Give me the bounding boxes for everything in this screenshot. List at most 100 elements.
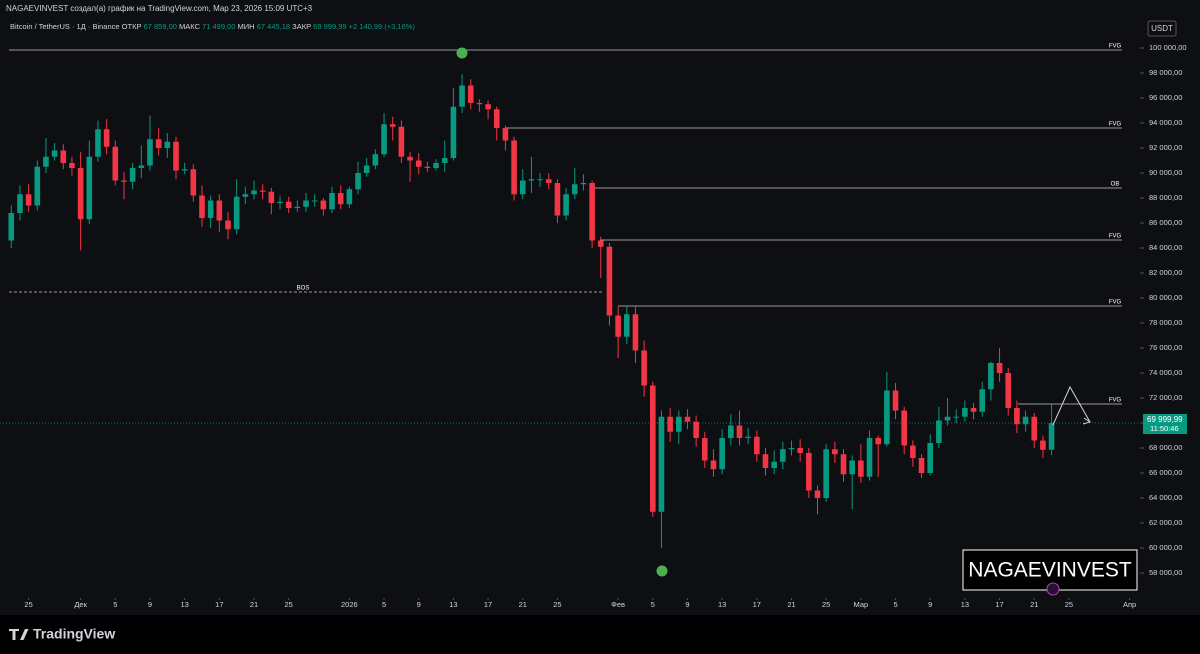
x-tick-label: 9: [417, 600, 421, 609]
candle-body: [259, 190, 266, 192]
candle-body: [970, 408, 977, 412]
candle-body: [988, 363, 994, 390]
candle-body: [1014, 408, 1020, 425]
candle-body: [303, 200, 309, 207]
candle-body: [719, 438, 725, 470]
candle-body: [649, 385, 656, 512]
candle-body: [433, 163, 439, 168]
candle-body: [86, 156, 93, 220]
candle-body: [441, 158, 448, 163]
candle-body: [884, 390, 890, 445]
x-tick-label: Апр: [1123, 600, 1136, 609]
candle-body: [355, 173, 361, 190]
x-tick-label: 9: [928, 600, 932, 609]
y-tick-label: 86 000,00: [1149, 218, 1182, 227]
y-tick-label: 66 000,00: [1149, 468, 1182, 477]
candle-body: [233, 196, 240, 230]
candle-body: [164, 141, 171, 148]
candle-body: [563, 194, 569, 216]
candle-body: [936, 420, 942, 443]
x-tick-label: 9: [685, 600, 689, 609]
candle-body: [780, 449, 786, 462]
candle-body: [675, 416, 682, 432]
candle-body: [745, 436, 751, 438]
candle-body: [866, 438, 873, 477]
y-tick-label: 62 000,00: [1149, 518, 1182, 527]
candle-body: [1022, 416, 1029, 425]
candle-body: [762, 454, 769, 468]
y-tick-label: 92 000,00: [1149, 143, 1182, 152]
candle-body: [537, 179, 543, 181]
price-tag: [1143, 414, 1187, 435]
y-tick-label: 72 000,00: [1149, 393, 1182, 402]
candle-body: [320, 200, 327, 210]
candle-body: [528, 179, 535, 181]
candle-body: [901, 410, 907, 446]
y-tick-label: 98 000,00: [1149, 68, 1182, 77]
candle-body: [788, 448, 795, 450]
credit: NAGAEVINVEST создал(а) график на Trading…: [6, 4, 313, 13]
plot: FVG FVG OB FVG FVG FVG BOS: [0, 44, 1140, 548]
candle-body: [702, 438, 708, 461]
candle-body: [415, 160, 422, 167]
x-tick-label: 25: [24, 600, 32, 609]
y-tick-label: 84 000,00: [1149, 243, 1182, 252]
candle-body: [17, 194, 23, 213]
candle-body: [147, 139, 153, 166]
candle-body: [918, 458, 925, 473]
candle-body: [736, 425, 743, 438]
y-tick-label: 60 000,00: [1149, 543, 1182, 552]
candle-body: [138, 165, 145, 168]
candle-body: [51, 150, 58, 157]
candle-body: [103, 129, 110, 147]
candle-body: [710, 460, 717, 470]
y-tick-label: 76 000,00: [1149, 343, 1182, 352]
x-tick-label: 5: [893, 600, 897, 609]
legend-label: ЗАКР: [292, 22, 311, 31]
brand-logo: [9, 629, 29, 640]
candle-body: [728, 425, 734, 438]
candle-body: [545, 179, 552, 183]
x-tick-label: 2026: [341, 600, 358, 609]
candle-body: [337, 193, 344, 205]
x-tick-label: 21: [250, 600, 258, 609]
candle-body: [849, 460, 855, 475]
candle-body: [268, 191, 275, 203]
candle-body: [34, 166, 41, 206]
candle-body: [771, 461, 777, 468]
candle-body: [632, 314, 639, 351]
countdown: 11:50:46: [1150, 424, 1179, 433]
y-tick-label: 68 000,00: [1149, 443, 1182, 452]
x-tick-label: 17: [995, 600, 1003, 609]
x-tick-label: 13: [449, 600, 457, 609]
candle-body: [597, 240, 604, 247]
candle-body: [823, 449, 829, 498]
x-tick-label: 25: [822, 600, 830, 609]
ohlc-legend: Bitcoin / TetherUS · 1Д · Binance ОТКР 6…: [10, 22, 415, 31]
x-tick-label: 25: [285, 600, 293, 609]
legend-value: 67 859,00: [144, 22, 177, 31]
candle-body: [589, 183, 595, 241]
x-tick-label: 13: [718, 600, 726, 609]
chart-background: [0, 0, 1200, 615]
candle-body: [667, 416, 673, 432]
footer-bar: [0, 615, 1200, 654]
legend-value: 67 445,18: [257, 22, 290, 31]
price-tag-label: 69 999,99: [1147, 415, 1183, 424]
y-tick-label: 96 000,00: [1149, 93, 1182, 102]
candle-body: [173, 141, 179, 171]
candle-body: [424, 166, 431, 168]
candle-body: [910, 445, 916, 458]
candle-body: [606, 246, 613, 316]
x-tick-label: 9: [148, 600, 152, 609]
x-tick-label: 17: [215, 600, 223, 609]
x-tick-label: 25: [553, 600, 561, 609]
candle-body: [181, 169, 188, 171]
candle-body: [389, 124, 396, 127]
candle-body: [693, 421, 699, 438]
candle-body: [953, 416, 960, 418]
currency: USDT: [1151, 24, 1173, 33]
legend-change: +2 140,99 (+3,16%): [349, 22, 416, 31]
y-tick-label: 64 000,00: [1149, 493, 1182, 502]
